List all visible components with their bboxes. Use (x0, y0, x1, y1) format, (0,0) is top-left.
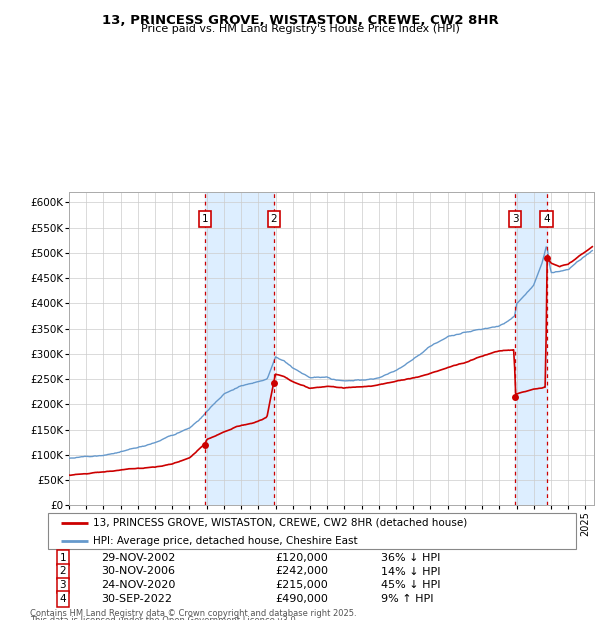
Text: 9% ↑ HPI: 9% ↑ HPI (380, 595, 433, 604)
FancyBboxPatch shape (48, 513, 576, 549)
Text: £242,000: £242,000 (275, 567, 328, 577)
Text: 13, PRINCESS GROVE, WISTASTON, CREWE, CW2 8HR: 13, PRINCESS GROVE, WISTASTON, CREWE, CW… (101, 14, 499, 27)
Bar (205, 192, 274, 505)
Text: 45% ↓ HPI: 45% ↓ HPI (380, 580, 440, 590)
Text: 1: 1 (202, 214, 208, 224)
Text: 24-NOV-2020: 24-NOV-2020 (101, 580, 175, 590)
Text: 30-SEP-2022: 30-SEP-2022 (101, 595, 172, 604)
Text: 3: 3 (512, 214, 518, 224)
Text: £120,000: £120,000 (275, 552, 328, 562)
Bar (515, 192, 547, 505)
Text: Price paid vs. HM Land Registry's House Price Index (HPI): Price paid vs. HM Land Registry's House … (140, 24, 460, 33)
Text: This data is licensed under the Open Government Licence v3.0.: This data is licensed under the Open Gov… (30, 616, 298, 620)
Text: 1: 1 (59, 552, 66, 562)
Text: 4: 4 (59, 595, 66, 604)
Text: £215,000: £215,000 (275, 580, 328, 590)
Text: 4: 4 (544, 214, 550, 224)
Text: 29-NOV-2002: 29-NOV-2002 (101, 552, 175, 562)
Text: HPI: Average price, detached house, Cheshire East: HPI: Average price, detached house, Ches… (93, 536, 358, 546)
Text: 2: 2 (271, 214, 277, 224)
Text: £490,000: £490,000 (275, 595, 328, 604)
Text: 30-NOV-2006: 30-NOV-2006 (101, 567, 175, 577)
Text: 14% ↓ HPI: 14% ↓ HPI (380, 567, 440, 577)
Text: 13, PRINCESS GROVE, WISTASTON, CREWE, CW2 8HR (detached house): 13, PRINCESS GROVE, WISTASTON, CREWE, CW… (93, 518, 467, 528)
Text: 36% ↓ HPI: 36% ↓ HPI (380, 552, 440, 562)
Text: Contains HM Land Registry data © Crown copyright and database right 2025.: Contains HM Land Registry data © Crown c… (30, 609, 356, 618)
Text: 2: 2 (59, 567, 66, 577)
Text: 3: 3 (59, 580, 66, 590)
